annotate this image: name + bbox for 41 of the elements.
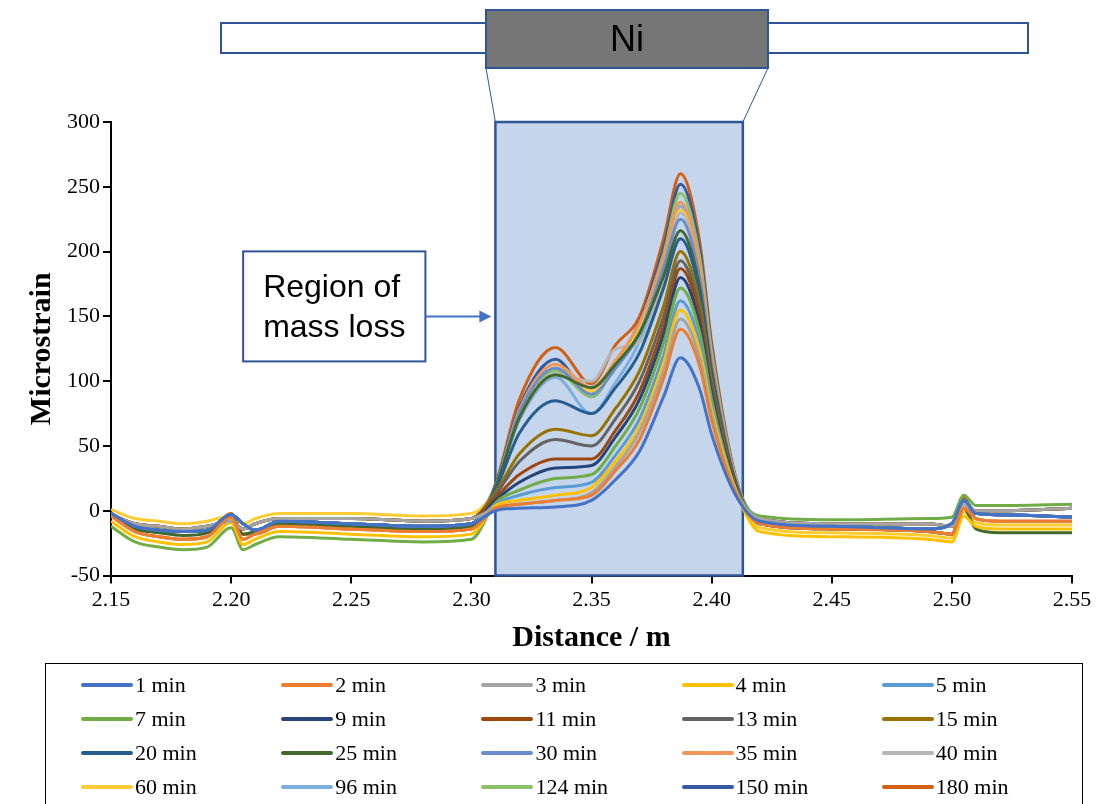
legend-label: 124 min: [535, 774, 609, 800]
annotation: Region of mass loss: [263, 268, 406, 345]
x-tick-label: 2.15: [91, 585, 131, 611]
legend-label: 150 min: [735, 774, 809, 800]
legend-label: 20 min: [135, 740, 197, 766]
legend-label: 180 min: [935, 774, 1009, 800]
legend-label: 30 min: [535, 740, 598, 766]
legend-label: 1 min: [135, 672, 186, 698]
y-tick-label: 100: [67, 366, 100, 392]
y-tick-label: 300: [67, 107, 100, 133]
y-tick-label: 200: [67, 237, 100, 263]
x-tick-label: 2.30: [452, 585, 491, 611]
legend-label: 15 min: [935, 706, 998, 732]
y-tick-label: -50: [70, 561, 100, 587]
x-tick-label: 2.50: [932, 585, 972, 611]
x-tick-label: 2.55: [1052, 585, 1092, 611]
legend-label: 2 min: [335, 672, 386, 698]
y-tick-label: 50: [78, 431, 100, 457]
legend-label: 9 min: [335, 706, 386, 732]
legend-label: 4 min: [735, 672, 787, 698]
legend-label: 11 min: [535, 706, 597, 732]
legend-label: 13 min: [735, 706, 798, 732]
legend-label: 96 min: [335, 774, 397, 800]
x-tick-label: 2.35: [572, 585, 611, 611]
legend-label: 7 min: [135, 706, 186, 732]
legend-label: 3 min: [535, 672, 587, 698]
y-axis-title: Microstrain: [22, 272, 56, 426]
legend-label: 35 min: [735, 740, 798, 766]
legend-label: 60 min: [135, 774, 197, 800]
legend-label: 5 min: [935, 672, 987, 698]
rod-diagram: Ni: [220, 9, 1029, 123]
x-tick-label: 2.40: [692, 585, 731, 611]
y-tick-label: 250: [67, 172, 100, 198]
x-tick-label: 2.45: [812, 585, 851, 611]
y-tick-label: 0: [89, 496, 100, 522]
x-tick-label: 2.25: [332, 585, 371, 611]
y-tick-label: 150: [67, 302, 100, 328]
x-axis-title: Distance / m: [512, 618, 671, 652]
legend-label: 25 min: [335, 740, 397, 766]
x-tick-label: 2.20: [211, 585, 251, 611]
legend-label: 40 min: [935, 740, 998, 766]
